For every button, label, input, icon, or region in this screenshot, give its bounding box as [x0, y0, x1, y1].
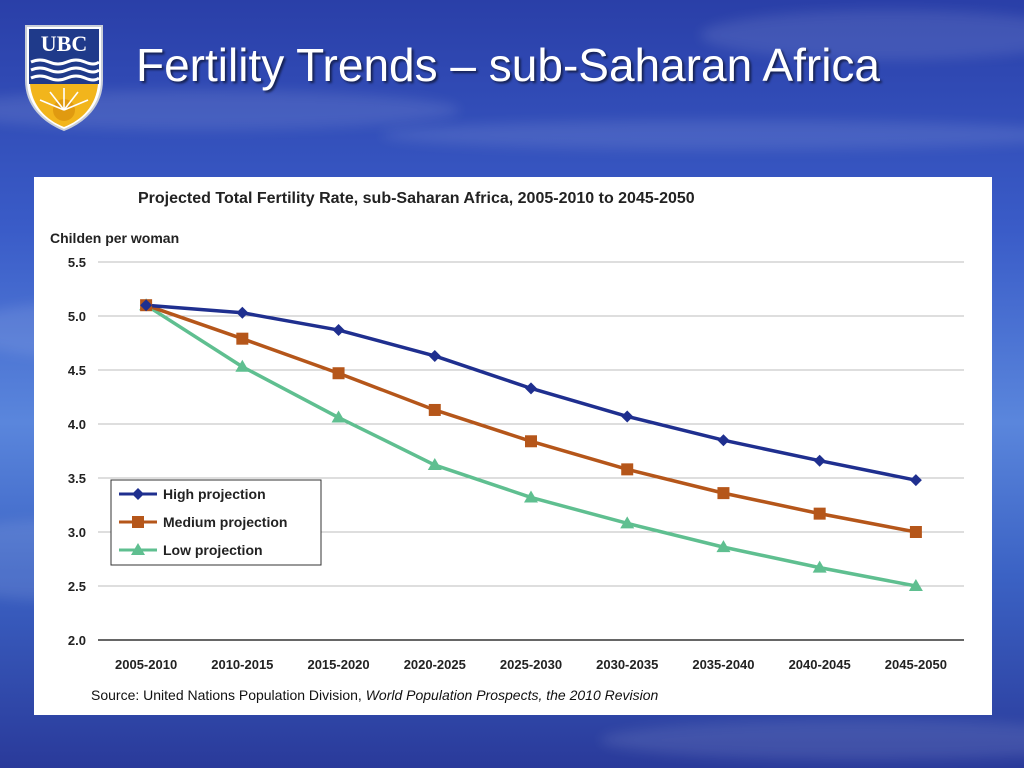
- fertility-line-chart: Projected Total Fertility Rate, sub-Saha…: [50, 190, 964, 703]
- y-axis-label: Childen per woman: [50, 230, 179, 246]
- y-tick-label: 3.0: [68, 525, 86, 540]
- data-point: [621, 410, 634, 423]
- x-tick-label: 2030-2035: [596, 657, 658, 672]
- legend-label: Low projection: [163, 542, 263, 558]
- data-point: [332, 367, 345, 380]
- y-tick-label: 3.5: [68, 471, 86, 486]
- data-point: [716, 540, 731, 553]
- chart-legend: High projection Medium projection Low proj…: [110, 479, 322, 566]
- data-point: [717, 434, 730, 447]
- data-point: [525, 435, 537, 448]
- source-note: Source: United Nations Population Divisi…: [91, 687, 659, 703]
- logo-text: UBC: [41, 31, 87, 56]
- ubc-crest-icon: UBC: [25, 25, 103, 132]
- y-tick-label: 4.5: [68, 363, 86, 378]
- chart-panel: Projected Total Fertility Rate, sub-Saha…: [34, 177, 992, 715]
- data-point: [909, 474, 922, 487]
- legend-label: Medium projection: [163, 514, 287, 530]
- data-point: [140, 299, 153, 312]
- legend-marker: [132, 516, 144, 528]
- data-point: [813, 507, 826, 520]
- x-tick-label: 2005-2010: [115, 657, 177, 672]
- source-title: World Population Prospects, the 2010 Rev…: [366, 687, 659, 703]
- legend-marker: [131, 543, 145, 555]
- data-point: [621, 463, 634, 476]
- data-point: [235, 359, 250, 372]
- y-tick-label: 5.5: [68, 255, 86, 270]
- data-point: [813, 454, 826, 467]
- x-tick-label: 2025-2030: [500, 657, 562, 672]
- data-point: [332, 324, 345, 337]
- y-tick-label: 2.5: [68, 579, 86, 594]
- data-point: [909, 526, 922, 538]
- y-tick-label: 5.0: [68, 309, 86, 324]
- x-tick-label: 2010-2015: [211, 657, 273, 672]
- slide-title: Fertility Trends – sub-Saharan Africa: [136, 39, 880, 91]
- x-tick-label: 2035-2040: [692, 657, 754, 672]
- x-tick-label: 2040-2045: [789, 657, 851, 672]
- data-point: [717, 487, 730, 500]
- data-point: [331, 410, 346, 423]
- y-tick-label: 4.0: [68, 417, 86, 432]
- data-point: [908, 579, 923, 591]
- data-point: [428, 403, 441, 416]
- data-point: [525, 382, 537, 395]
- source-prefix: Source: United Nations Population Divisi…: [91, 687, 366, 703]
- y-tick-label: 2.0: [68, 633, 86, 648]
- data-point: [427, 458, 442, 471]
- data-point: [428, 349, 441, 362]
- x-tick-label: 2020-2025: [404, 657, 466, 672]
- x-tick-label: 2045-2050: [885, 657, 947, 672]
- data-point: [524, 490, 538, 503]
- legend-label: High projection: [163, 486, 266, 502]
- data-point: [812, 560, 827, 573]
- chart-title: Projected Total Fertility Rate, sub-Saha…: [138, 190, 695, 207]
- data-point: [236, 306, 249, 319]
- data-point: [236, 332, 249, 345]
- x-tick-label: 2015-2020: [307, 657, 369, 672]
- legend-marker: [132, 488, 144, 500]
- data-point: [620, 516, 635, 529]
